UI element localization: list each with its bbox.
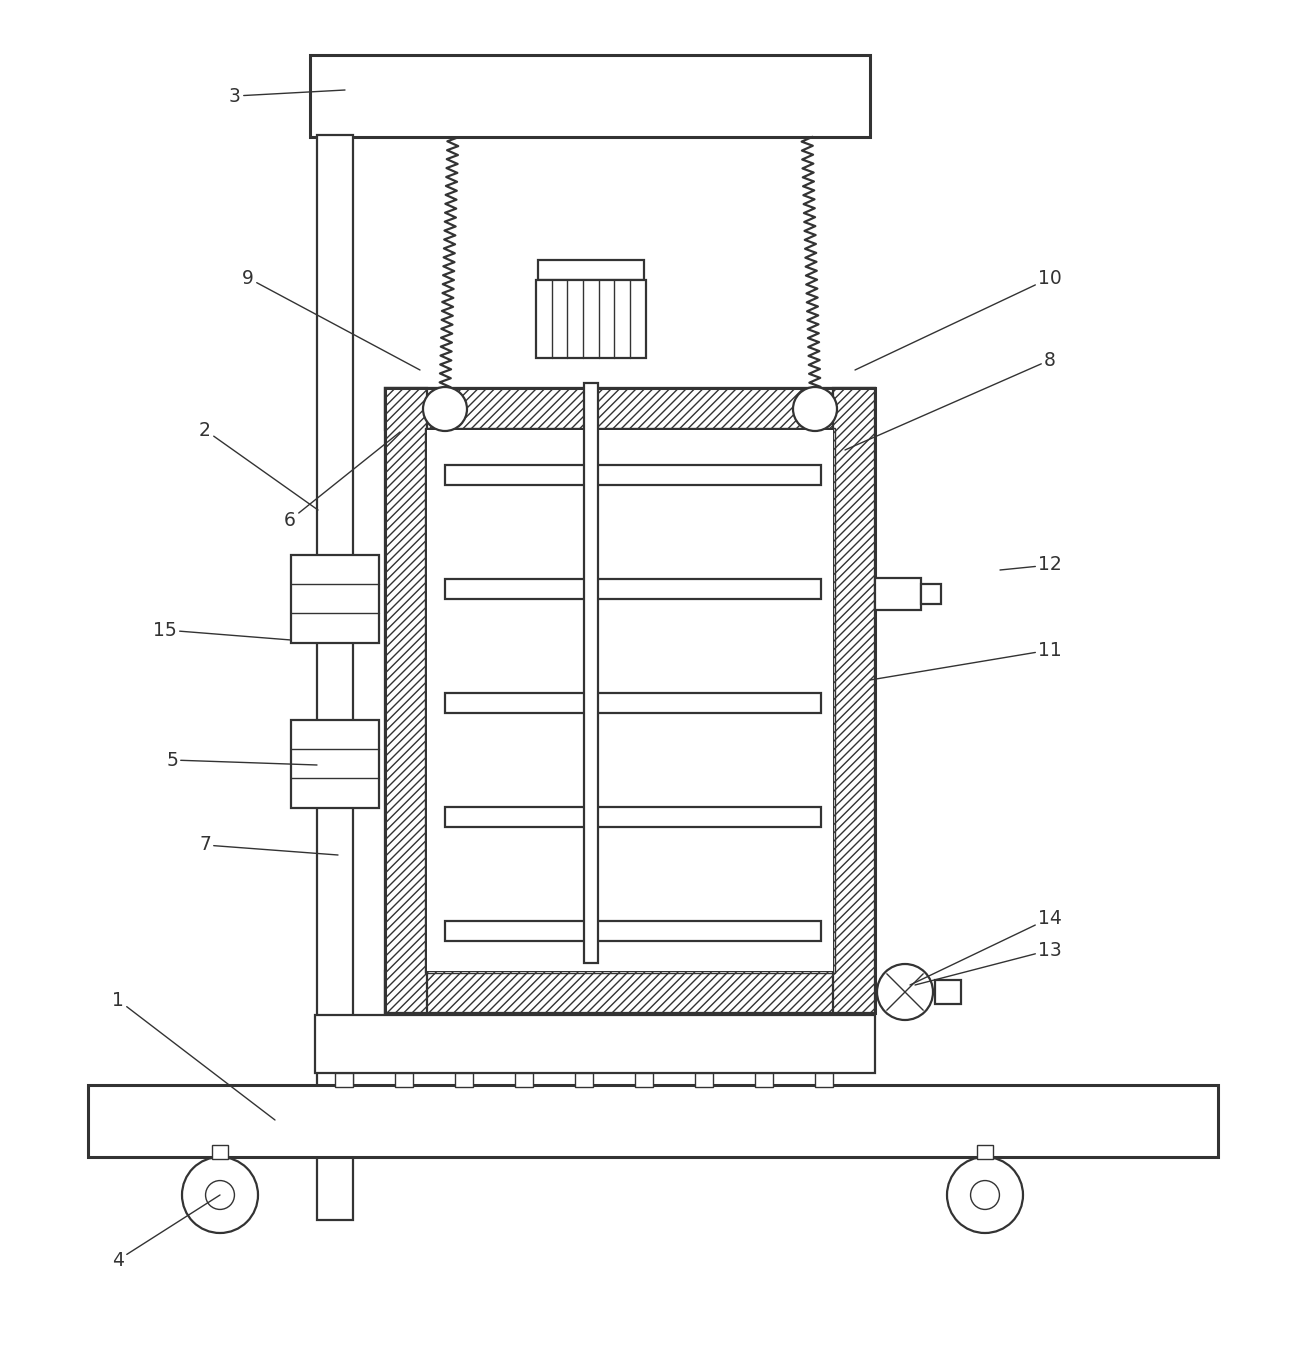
Bar	[635, 1073, 653, 1088]
Text: 15: 15	[153, 621, 291, 640]
Bar	[317, 135, 353, 1220]
Bar	[445, 579, 822, 599]
Text: 10: 10	[855, 268, 1061, 369]
Bar	[445, 694, 822, 713]
Circle shape	[206, 1181, 235, 1209]
Bar	[426, 430, 833, 971]
Text: 7: 7	[200, 836, 338, 855]
Bar	[455, 1073, 473, 1088]
Bar	[921, 584, 941, 605]
Bar	[385, 389, 875, 1012]
Bar	[310, 55, 870, 137]
Bar	[316, 1015, 875, 1073]
Text: 8: 8	[845, 350, 1056, 450]
Bar	[335, 1073, 353, 1088]
Bar	[833, 389, 875, 1012]
Bar	[536, 280, 645, 358]
Circle shape	[793, 387, 837, 431]
Bar	[584, 383, 597, 963]
Text: 11: 11	[870, 640, 1061, 680]
Bar	[755, 1073, 773, 1088]
Bar	[291, 720, 379, 808]
Bar	[445, 807, 822, 828]
Circle shape	[183, 1157, 258, 1233]
Circle shape	[970, 1181, 999, 1209]
Bar	[291, 555, 379, 643]
Bar	[875, 579, 921, 610]
Bar	[385, 971, 875, 1012]
Text: 1: 1	[112, 990, 275, 1120]
Text: 6: 6	[284, 432, 400, 529]
Text: 5: 5	[166, 751, 317, 769]
Bar	[213, 1145, 228, 1159]
Bar	[385, 389, 875, 430]
Bar	[385, 389, 426, 1012]
Text: 3: 3	[230, 86, 346, 105]
Bar	[445, 465, 822, 486]
Bar	[87, 1085, 1218, 1157]
Text: 13: 13	[915, 941, 1061, 985]
Bar	[695, 1073, 713, 1088]
Text: 4: 4	[112, 1196, 220, 1270]
Bar	[537, 260, 644, 280]
Circle shape	[947, 1157, 1024, 1233]
Bar	[575, 1073, 593, 1088]
Bar	[977, 1145, 994, 1159]
Text: 9: 9	[243, 268, 420, 369]
Bar	[395, 1073, 413, 1088]
Text: 12: 12	[1000, 555, 1061, 575]
Bar	[515, 1073, 533, 1088]
Circle shape	[878, 964, 932, 1021]
Text: 14: 14	[910, 908, 1061, 985]
Text: 2: 2	[200, 420, 318, 510]
Circle shape	[422, 387, 467, 431]
Bar	[815, 1073, 833, 1088]
Bar	[935, 979, 961, 1004]
Bar	[445, 921, 822, 941]
Bar	[425, 428, 835, 973]
